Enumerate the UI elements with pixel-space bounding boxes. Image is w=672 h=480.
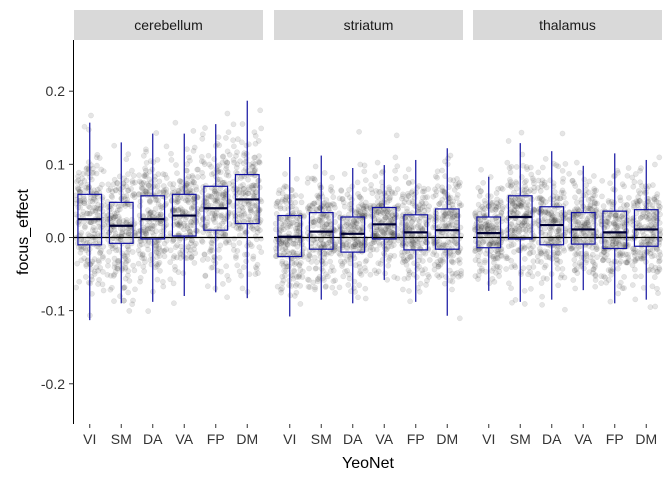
- y-tick-label: -0.2: [41, 376, 65, 392]
- box-thalamus-SM: [507, 143, 533, 302]
- jitter-points: [272, 128, 465, 322]
- axes-layer: 0.2 0.1 0.0 -0.1 -0.2 YeoNet focus_effect: [15, 40, 395, 472]
- panel-striatum: striatum VI SM DA VA FP DM: [272, 10, 465, 447]
- x-tick-label: SM: [111, 431, 132, 447]
- x-tick-label: DM: [635, 431, 657, 447]
- box-striatum-VI: [277, 157, 303, 317]
- box-thalamus-DM: [633, 159, 659, 300]
- x-tick-label: DA: [542, 431, 562, 447]
- strip-label-thalamus: thalamus: [539, 17, 596, 33]
- x-tick-label: SM: [510, 431, 531, 447]
- x-tick-label: VI: [482, 431, 495, 447]
- x-tick-label: DA: [343, 431, 363, 447]
- box-thalamus-DA: [539, 151, 565, 300]
- box-iqr: [140, 195, 166, 240]
- x-tick-label: VI: [283, 431, 296, 447]
- x-tick-label: VA: [375, 431, 393, 447]
- box-striatum-FP: [403, 159, 429, 302]
- strip-background: [274, 10, 463, 40]
- y-tick-label: 0.2: [46, 83, 66, 99]
- box-cerebellum-DA: [140, 133, 166, 302]
- box-striatum-SM: [308, 155, 334, 300]
- box-thalamus-VA: [570, 165, 596, 291]
- x-tick-label: DM: [236, 431, 258, 447]
- y-axis-title: focus_effect: [15, 188, 32, 275]
- x-tick-label: VA: [175, 431, 193, 447]
- box-cerebellum-VA: [171, 133, 197, 296]
- y-tick-label: 0.1: [46, 156, 66, 172]
- panels-layer: cerebellum VI SM DA VA FP DM striatum VI SM DA VA FP…: [72, 10, 664, 447]
- box-thalamus-VI: [476, 176, 502, 291]
- box-cerebellum-FP: [203, 124, 229, 293]
- box-striatum-DM: [434, 148, 460, 316]
- x-tick-label: FP: [207, 431, 225, 447]
- x-tick-label: DM: [436, 431, 458, 447]
- box-iqr: [633, 209, 659, 247]
- strip-background: [74, 10, 263, 40]
- y-tick-label: 0.0: [46, 229, 66, 245]
- panel-cerebellum: cerebellum VI SM DA VA FP DM: [72, 10, 265, 447]
- x-tick-label: FP: [606, 431, 624, 447]
- strip-label-cerebellum: cerebellum: [134, 17, 202, 33]
- strip-background: [473, 10, 662, 40]
- box-iqr: [602, 210, 628, 250]
- panel-thalamus: thalamus VI SM DA VA FP DM: [471, 10, 664, 447]
- y-ticks: 0.2 0.1 0.0 -0.1 -0.2: [41, 83, 74, 392]
- box-cerebellum-SM: [108, 142, 134, 304]
- x-tick-label: SM: [311, 431, 332, 447]
- box-cerebellum-DM: [234, 100, 260, 299]
- x-tick-label: DA: [143, 431, 163, 447]
- strip-label-striatum: striatum: [344, 17, 394, 33]
- box-thalamus-FP: [602, 153, 628, 304]
- box-striatum-VA: [371, 165, 397, 280]
- x-tick-label: FP: [407, 431, 425, 447]
- box-striatum-DA: [340, 168, 366, 304]
- x-axis-title: YeoNet: [342, 455, 394, 472]
- box-iqr: [108, 201, 134, 244]
- y-tick-label: -0.1: [41, 303, 65, 319]
- x-tick-label: VI: [83, 431, 96, 447]
- box-cerebellum-VI: [77, 122, 103, 321]
- x-tick-label: VA: [574, 431, 592, 447]
